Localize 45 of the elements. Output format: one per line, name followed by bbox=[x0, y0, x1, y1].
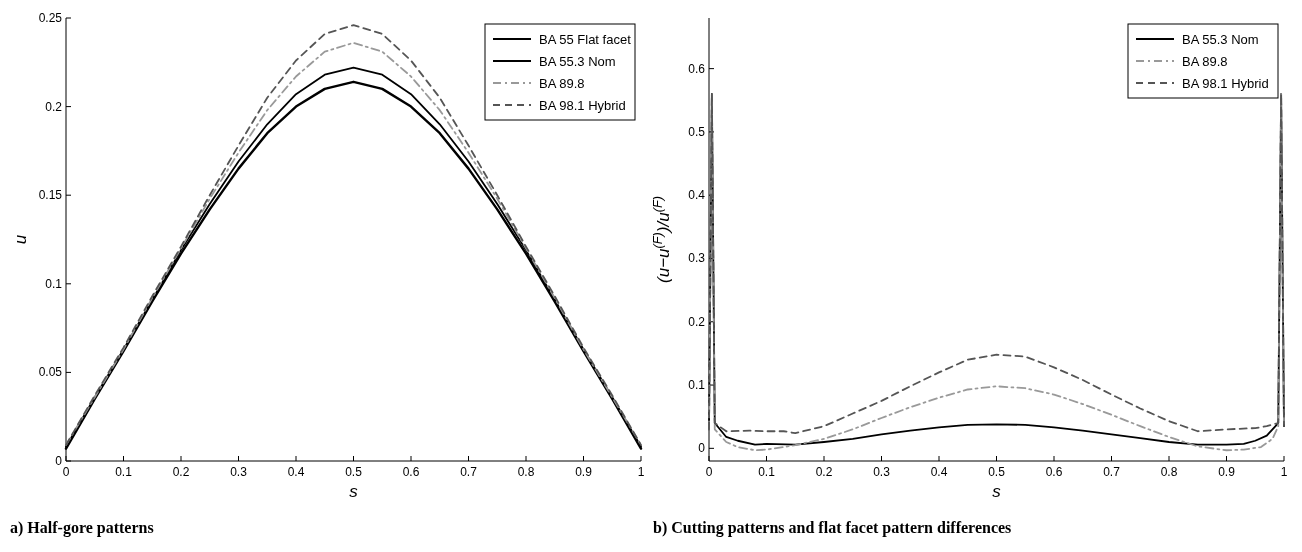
x-tick-label: 0.6 bbox=[402, 465, 420, 479]
y-axis-title: u bbox=[11, 234, 30, 245]
y-tick-label: 0.15 bbox=[38, 188, 63, 203]
x-tick-label: 0.6 bbox=[1045, 465, 1063, 479]
x-tick-label: 0.5 bbox=[988, 465, 1006, 479]
x-tick-label: 0.8 bbox=[1160, 465, 1178, 479]
x-tick-label: 0.9 bbox=[1218, 465, 1236, 479]
y-tick-label: 0.05 bbox=[38, 365, 63, 380]
x-tick-label: 0.7 bbox=[460, 465, 478, 479]
x-tick-label: 0.7 bbox=[1103, 465, 1121, 479]
y-tick-label: 0.4 bbox=[688, 188, 706, 203]
legend-label: BA 98.1 Hybrid bbox=[539, 98, 626, 113]
legend-label: BA 89.8 bbox=[539, 76, 585, 91]
x-tick-label: 0.1 bbox=[758, 465, 776, 479]
y-tick-label: 0.5 bbox=[688, 124, 706, 139]
legend-label: BA 89.8 bbox=[1182, 54, 1228, 69]
x-tick-label: 0.5 bbox=[345, 465, 363, 479]
legend-label: BA 55 Flat facet bbox=[539, 32, 632, 47]
x-tick-label: 0.4 bbox=[930, 465, 948, 479]
legend-label: BA 55.3 Nom bbox=[1182, 32, 1259, 47]
x-tick-label: 0.3 bbox=[873, 465, 891, 479]
y-tick-label: 0.3 bbox=[688, 251, 706, 266]
y-tick-label: 0.1 bbox=[688, 378, 706, 393]
y-tick-label: 0.6 bbox=[688, 61, 706, 76]
x-axis-title: s bbox=[992, 482, 1002, 501]
x-tick-label: 0.9 bbox=[575, 465, 593, 479]
legend-label: BA 55.3 Nom bbox=[539, 54, 616, 69]
text: a) Half-gore patterns bbox=[10, 519, 154, 537]
x-tick-label: 0.2 bbox=[815, 465, 833, 479]
y-tick-label: 0.1 bbox=[45, 276, 63, 291]
y-tick-label: 0.25 bbox=[38, 11, 63, 25]
legend-label: BA 98.1 Hybrid bbox=[1182, 76, 1269, 91]
text: b) Cutting patterns and flat facet pattern differences bbox=[653, 519, 1012, 537]
y-tick-label: 0 bbox=[55, 454, 63, 468]
x-tick-label: 0.4 bbox=[287, 465, 305, 479]
x-tick-label: 0.2 bbox=[172, 465, 190, 479]
x-axis-title: s bbox=[349, 482, 359, 501]
x-tick-label: 0.1 bbox=[115, 465, 133, 479]
x-tick-label: 1 bbox=[1280, 465, 1288, 479]
x-tick-label: 1 bbox=[637, 465, 645, 479]
y-tick-label: 0.2 bbox=[45, 99, 63, 114]
x-tick-label: 0.8 bbox=[517, 465, 535, 479]
x-tick-label: 0.3 bbox=[230, 465, 248, 479]
y-tick-label: 0.2 bbox=[688, 314, 706, 329]
y-tick-label: 0 bbox=[698, 441, 706, 456]
